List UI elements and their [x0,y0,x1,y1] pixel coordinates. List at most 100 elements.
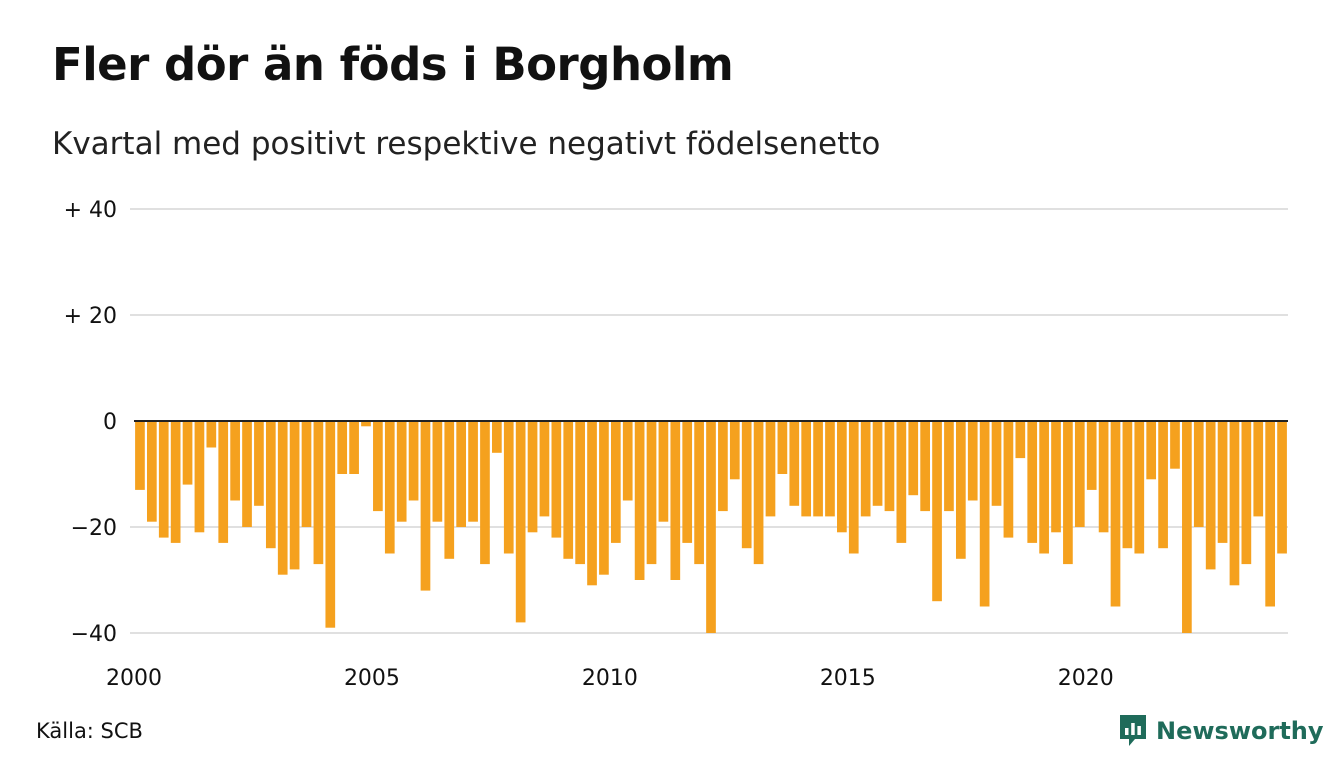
x-tick-label: 2020 [1058,666,1114,691]
y-axis-ticks: + 40 + 20 0 −20 −40 [64,198,117,647]
bar [456,421,467,527]
y-tick-label: + 20 [64,304,117,329]
y-tick-label: −40 [71,622,117,647]
bar [622,421,633,501]
bar [1063,421,1073,565]
bar [610,421,621,543]
bar [515,421,526,623]
bar [265,421,276,549]
bar [373,421,383,512]
bar [991,421,1002,506]
chart-subtitle: Kvartal med positivt respektive negativt… [52,126,881,162]
y-tick-label: + 40 [64,198,117,223]
bar [1074,421,1085,527]
bar [575,421,585,565]
bar [420,421,431,591]
bar [979,421,990,607]
bar [872,421,883,506]
bar [301,421,312,527]
bar [1170,421,1180,469]
bar [1158,421,1168,549]
chart-title: Fler dör än föds i Borgholm [52,38,734,91]
bar [1205,421,1216,570]
x-axis-ticks: 2000 2005 2010 2015 2020 [106,666,1114,691]
bar [1229,421,1240,586]
bar [955,421,966,559]
bar [539,421,550,517]
bar [706,421,716,633]
bar [194,421,205,533]
bar-chart: + 40 + 20 0 −20 −40 2000 2005 2010 2015 2020 [64,198,1288,691]
bar [527,421,538,533]
bar [170,421,181,543]
bar [396,421,407,522]
newsworthy-logo-icon [1120,715,1146,746]
x-tick-label: 2010 [582,666,638,691]
newsworthy-logo: Newsworthy [1118,712,1324,750]
bar [967,421,978,501]
bar [1253,421,1264,517]
bar [361,421,371,427]
bar [944,421,954,512]
bar [587,421,597,586]
bar [646,421,657,565]
bar [468,421,478,522]
bar [503,421,514,554]
bar [206,421,217,448]
bar [753,421,764,565]
bar [492,421,502,453]
bar [313,421,324,565]
bar [218,421,229,543]
bar [337,421,348,474]
bar [289,421,300,570]
bar [384,421,395,554]
bar [658,421,669,522]
bar [1277,421,1287,554]
bar [349,421,359,474]
bar [860,421,871,517]
bar [634,421,645,580]
bar [242,421,252,527]
bar [777,421,788,474]
bar [1265,421,1276,607]
bar [718,421,728,512]
x-tick-label: 2000 [106,666,162,691]
bar [1098,421,1109,533]
bar [1015,421,1026,459]
bar [182,421,193,485]
x-tick-label: 2005 [344,666,400,691]
bar [1027,421,1038,543]
bar [1003,421,1014,538]
bar [1241,421,1252,565]
bar [230,421,240,501]
bar [670,421,681,580]
bar [563,421,574,559]
bar [408,421,419,501]
bar [920,421,930,512]
bar [158,421,169,538]
bar [135,421,145,490]
bar [1110,421,1121,607]
bar [801,421,812,517]
bar [1146,421,1157,480]
bar [1217,421,1228,543]
bar [146,421,157,522]
bar [837,421,847,533]
bar [1086,421,1097,490]
bar [682,421,693,543]
bar [1122,421,1133,549]
y-tick-label: 0 [103,410,117,435]
bar [848,421,859,554]
bar [254,421,264,506]
x-tick-label: 2015 [820,666,876,691]
bar [908,421,919,496]
bar [325,421,336,628]
bar [480,421,490,565]
bar [789,421,800,506]
source-note: Källa: SCB [36,719,143,743]
bar [896,421,907,543]
bar [1134,421,1145,554]
bar [1182,421,1192,633]
bar [444,421,455,559]
logo-text: Newsworthy [1156,717,1324,745]
